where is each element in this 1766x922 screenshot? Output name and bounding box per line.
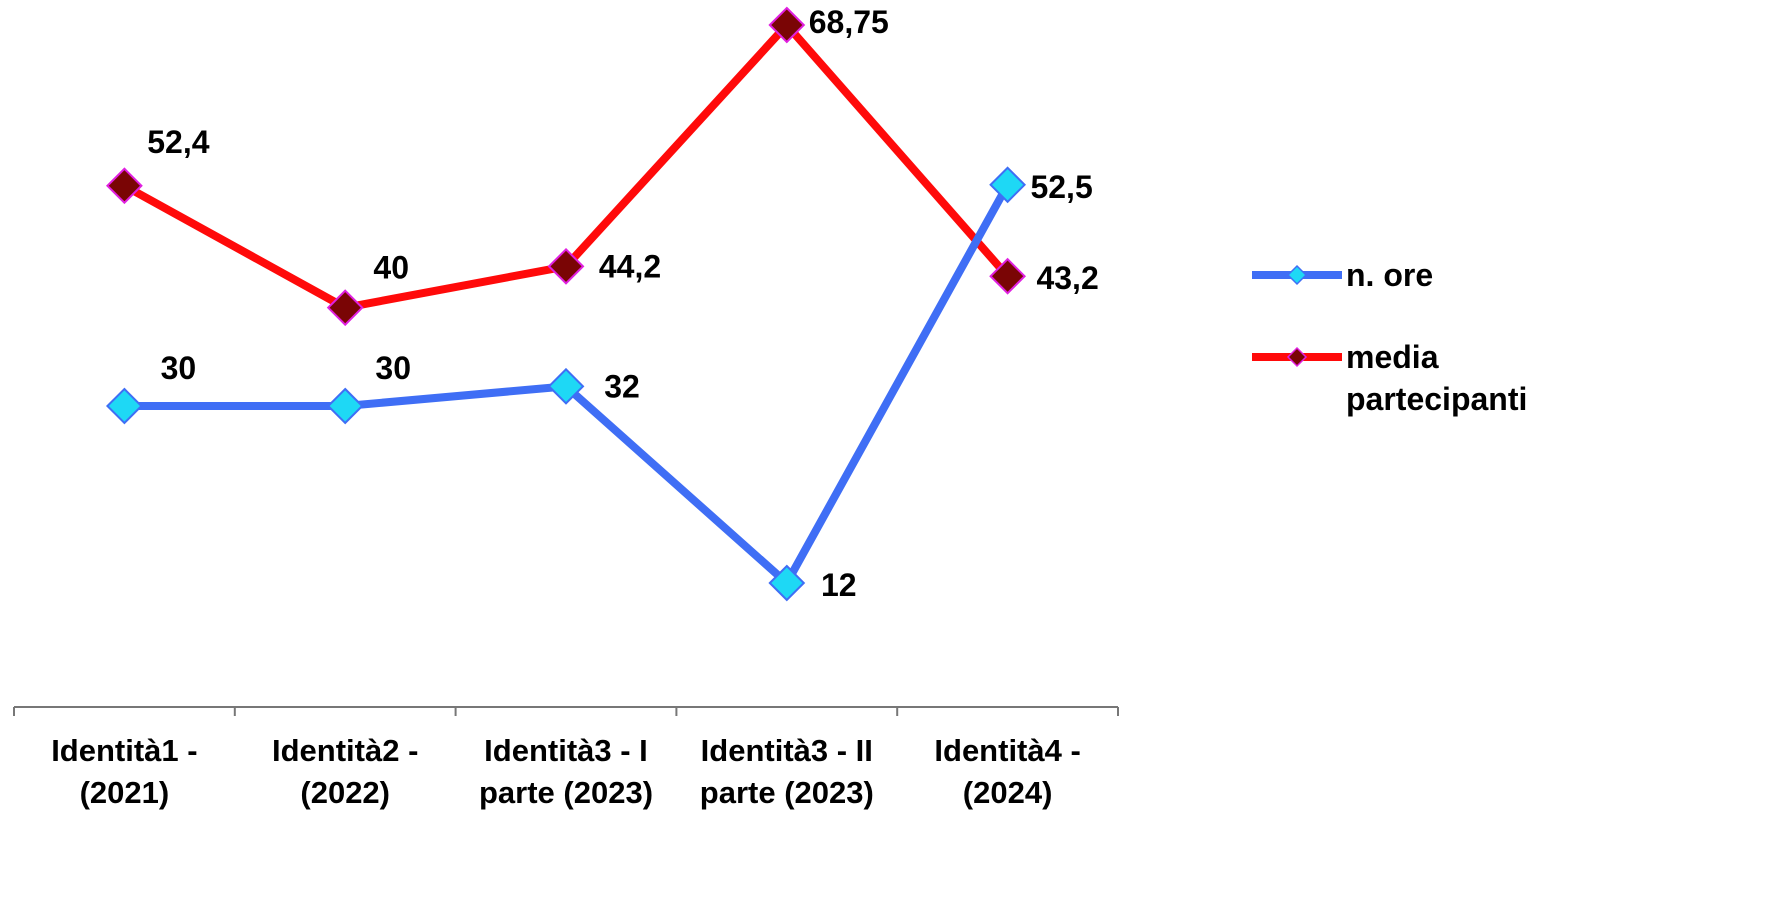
data-point-marker [326, 387, 364, 425]
data-label: 52,5 [1030, 169, 1092, 205]
x-axis: Identità1 -(2021) Identità2 -(2022) Identi… [13, 706, 1119, 810]
data-label: 40 [373, 250, 409, 286]
data-point-marker [547, 247, 585, 285]
data-label: 30 [375, 350, 411, 386]
data-point-marker [105, 167, 143, 205]
data-point-marker [547, 367, 585, 405]
data-label: 52,4 [147, 124, 209, 160]
x-tick-label: Identità4 -(2024) [934, 733, 1080, 810]
legend-swatch-marker [1286, 264, 1308, 286]
legend-item-media-partecipanti: media partecipanti [1252, 339, 1527, 417]
legend: n. ore media partecipanti [1252, 257, 1527, 417]
x-tick-label: Identità3 - II parte (2023) [700, 733, 874, 810]
data-label: 32 [604, 368, 640, 404]
legend-item-n-ore: n. ore [1252, 257, 1433, 293]
data-point-marker [326, 289, 364, 327]
data-label: 68,75 [809, 4, 889, 40]
series-media-partecipanti: 52,4 40 44,2 68,75 43,2 [105, 4, 1099, 327]
data-label: 43,2 [1036, 260, 1098, 296]
data-point-marker [989, 257, 1027, 295]
legend-label: media partecipanti [1346, 339, 1527, 417]
x-tick-label: Identità2 -(2022) [272, 733, 418, 810]
plot-area: 52,4 40 44,2 68,75 43,2 30 30 32 12 52,5 [105, 4, 1099, 603]
data-point-marker [989, 166, 1027, 204]
legend-swatch-marker [1286, 346, 1308, 368]
series-n-ore: 30 30 32 12 52,5 [105, 166, 1093, 603]
data-point-marker [768, 564, 806, 602]
x-tick-label: Identità1 -(2021) [51, 733, 197, 810]
data-label: 44,2 [599, 248, 661, 284]
legend-label: n. ore [1346, 257, 1433, 293]
data-label: 12 [821, 567, 857, 603]
data-label: 30 [161, 350, 197, 386]
data-point-marker [105, 387, 143, 425]
data-point-marker [768, 6, 806, 44]
